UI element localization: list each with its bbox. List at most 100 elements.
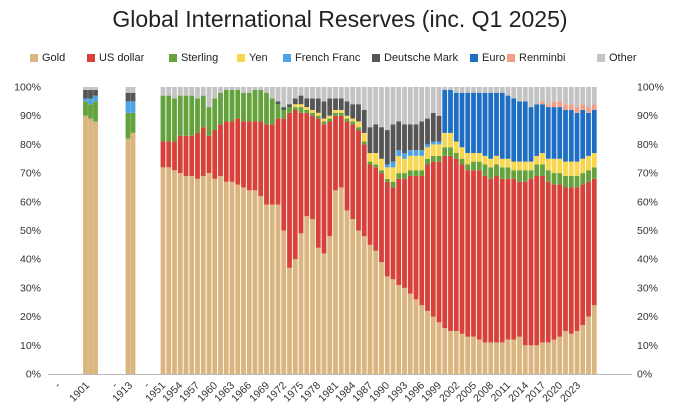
- bar-segment-yen: [453, 141, 459, 154]
- bar-segment-gold: [522, 345, 528, 374]
- bar-segment-french-franc: [93, 95, 98, 102]
- legend-label: US dollar: [99, 52, 145, 64]
- bar-segment-euro: [540, 104, 545, 154]
- bar-segment-yen: [574, 161, 580, 176]
- bar-stack-2005: [476, 87, 482, 374]
- bar-segment-sterling: [459, 158, 465, 165]
- bar-segment-sterling: [218, 92, 223, 125]
- bar-segment-euro: [499, 92, 505, 159]
- bar-stack-2012: [517, 87, 522, 374]
- bar-segment-renminbi: [580, 104, 586, 110]
- bar-segment-other: [471, 87, 476, 93]
- bar-segment-gold: [310, 219, 315, 374]
- bar-segment-euro: [591, 109, 597, 154]
- bar-segment-gold: [379, 262, 384, 374]
- bar-segment-yen: [327, 115, 333, 119]
- bar-stack-1972: [287, 87, 292, 374]
- bar-segment-deutsche-mark: [436, 115, 442, 142]
- bar-segment-sterling: [321, 121, 327, 125]
- bar-segment-other: [545, 87, 551, 105]
- bar-stack-1900: [88, 87, 93, 374]
- legend-label: Sterling: [181, 52, 219, 64]
- bar-segment-euro: [534, 104, 540, 156]
- bar-stack-1954: [183, 87, 189, 374]
- bar-segment-other: [189, 87, 195, 96]
- bar-stack-1977: [315, 87, 321, 374]
- bar-segment-other: [235, 87, 241, 90]
- bar-segment-gold: [281, 230, 287, 374]
- bar-segment-gold: [130, 132, 136, 374]
- bar-segment-gold: [540, 342, 545, 374]
- bar-segment-sterling: [465, 164, 471, 171]
- bar-segment-other: [425, 87, 430, 119]
- bar-segment-deutsche-mark: [125, 92, 131, 102]
- bar-segment-us-dollar: [528, 178, 534, 346]
- bar-segment-other: [83, 87, 88, 90]
- bar-segment-deutsche-mark: [304, 98, 310, 108]
- bar-segment-yen: [390, 167, 396, 182]
- bar-stack-1912: [125, 87, 131, 374]
- bar-segment-euro: [453, 92, 459, 142]
- bar-segment-gold: [361, 236, 367, 374]
- bar-segment-sterling: [430, 155, 436, 162]
- bar-segment-deutsche-mark: [390, 124, 396, 162]
- bar-segment-euro: [494, 92, 499, 156]
- x-tick-label: 1901: [67, 380, 92, 405]
- bar-segment-gold: [177, 173, 183, 374]
- chart-title: Global International Reserves (inc. Q1 2…: [112, 6, 568, 32]
- bar-segment-sterling: [206, 107, 212, 136]
- bar-segment-yen: [563, 161, 568, 176]
- bar-segment-euro: [471, 92, 476, 154]
- bar-segment-us-dollar: [557, 184, 563, 337]
- bar-segment-gold: [292, 259, 298, 374]
- y-tick-label-right: 90%: [637, 110, 658, 122]
- bar-segment-yen: [344, 115, 350, 119]
- bar-stack-1975: [304, 87, 310, 374]
- bar-segment-gold: [517, 336, 522, 374]
- bar-segment-us-dollar: [338, 115, 344, 188]
- bar-segment-renminbi: [591, 104, 597, 110]
- bar-segment-yen: [540, 153, 545, 165]
- bar-segment-sterling: [580, 173, 586, 185]
- bar-segment-gold: [407, 293, 413, 374]
- bar-segment-gold: [212, 178, 218, 374]
- bar-segment-renminbi: [557, 101, 563, 108]
- bar-segment-deutsche-mark: [373, 124, 379, 154]
- bar-segment-us-dollar: [488, 178, 494, 343]
- legend-label: French Franc: [295, 52, 361, 64]
- bar-segment-yen: [419, 155, 425, 171]
- bar-stack-1986: [367, 87, 373, 374]
- bar-segment-other: [212, 87, 218, 99]
- bar-segment-other: [252, 87, 258, 90]
- bar-segment-yen: [517, 161, 522, 171]
- bar-segment-yen: [459, 147, 465, 159]
- bar-stack-2007: [488, 87, 494, 374]
- bar-segment-other: [494, 87, 499, 93]
- bar-segment-other: [534, 87, 540, 105]
- bar-segment-deutsche-mark: [321, 101, 327, 119]
- legend-swatch: [470, 54, 478, 62]
- bar-segment-yen: [522, 161, 528, 171]
- bar-segment-gold: [229, 181, 235, 374]
- bar-segment-us-dollar: [160, 141, 166, 168]
- bar-segment-deutsche-mark: [281, 107, 287, 110]
- bar-segment-deutsche-mark: [344, 101, 350, 116]
- bar-segment-deutsche-mark: [287, 104, 292, 108]
- bar-segment-us-dollar: [402, 178, 407, 288]
- bar-stack-1901: [93, 87, 98, 374]
- y-tick-label-left: 100%: [14, 82, 41, 94]
- bar-stack-1956: [195, 87, 200, 374]
- bar-segment-gold: [528, 345, 534, 374]
- bar-segment-sterling: [574, 175, 580, 188]
- bar-segment-deutsche-mark: [130, 92, 136, 102]
- bar-segment-sterling: [229, 89, 235, 122]
- bar-stack-1963: [235, 87, 241, 374]
- bar-stack-1952: [172, 87, 177, 374]
- bar-segment-yen: [476, 153, 482, 162]
- legend-swatch: [283, 54, 291, 62]
- bar-segment-euro: [476, 92, 482, 154]
- bar-segment-deutsche-mark: [275, 101, 281, 105]
- y-tick-label-left: 0%: [26, 369, 41, 381]
- bar-segment-us-dollar: [212, 130, 218, 179]
- bar-segment-renminbi: [540, 101, 545, 105]
